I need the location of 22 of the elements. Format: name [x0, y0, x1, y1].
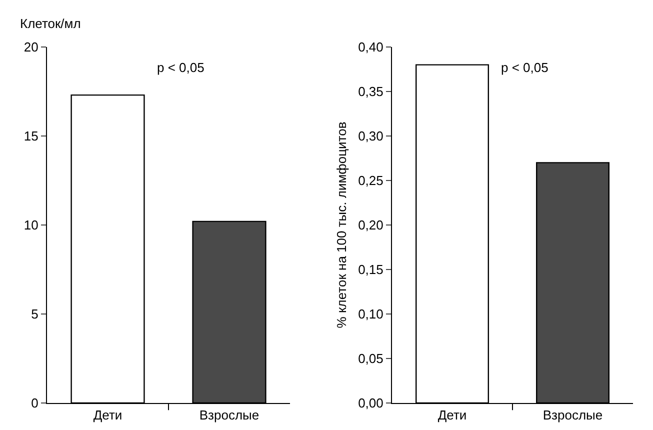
y-axis-title: % клеток на 100 тыс. лимфоцитов [334, 122, 350, 328]
y-tick-label: 0,40 [358, 40, 384, 55]
x-tick-label: Взрослые [542, 408, 603, 423]
x-tick-label: Взрослые [199, 408, 260, 423]
y-tick-label: 0,20 [358, 218, 384, 233]
y-tick-label: 0,30 [358, 128, 384, 144]
annotation: p < 0,05 [157, 60, 204, 75]
y-tick-label: 10 [24, 218, 38, 233]
y-tick-label: 0 [31, 396, 38, 411]
y-tick-label: 15 [24, 128, 38, 144]
y-tick-label: 0,15 [358, 262, 384, 278]
x-tick-label: Дети [438, 408, 467, 423]
y-tick-label: 0,00 [358, 396, 384, 411]
y-tick-label: 0,25 [358, 173, 384, 188]
annotation: p < 0,05 [501, 60, 548, 75]
y-tick-label: 0,35 [358, 84, 384, 100]
y-tick-label: 0,10 [358, 306, 384, 322]
x-tick-label: Дети [93, 408, 122, 423]
y-tick-label: 20 [24, 40, 38, 55]
y-axis-title: Клеток/мл [20, 16, 81, 31]
y-tick-label: 0,05 [358, 351, 384, 366]
y-tick-label: 5 [31, 306, 38, 322]
